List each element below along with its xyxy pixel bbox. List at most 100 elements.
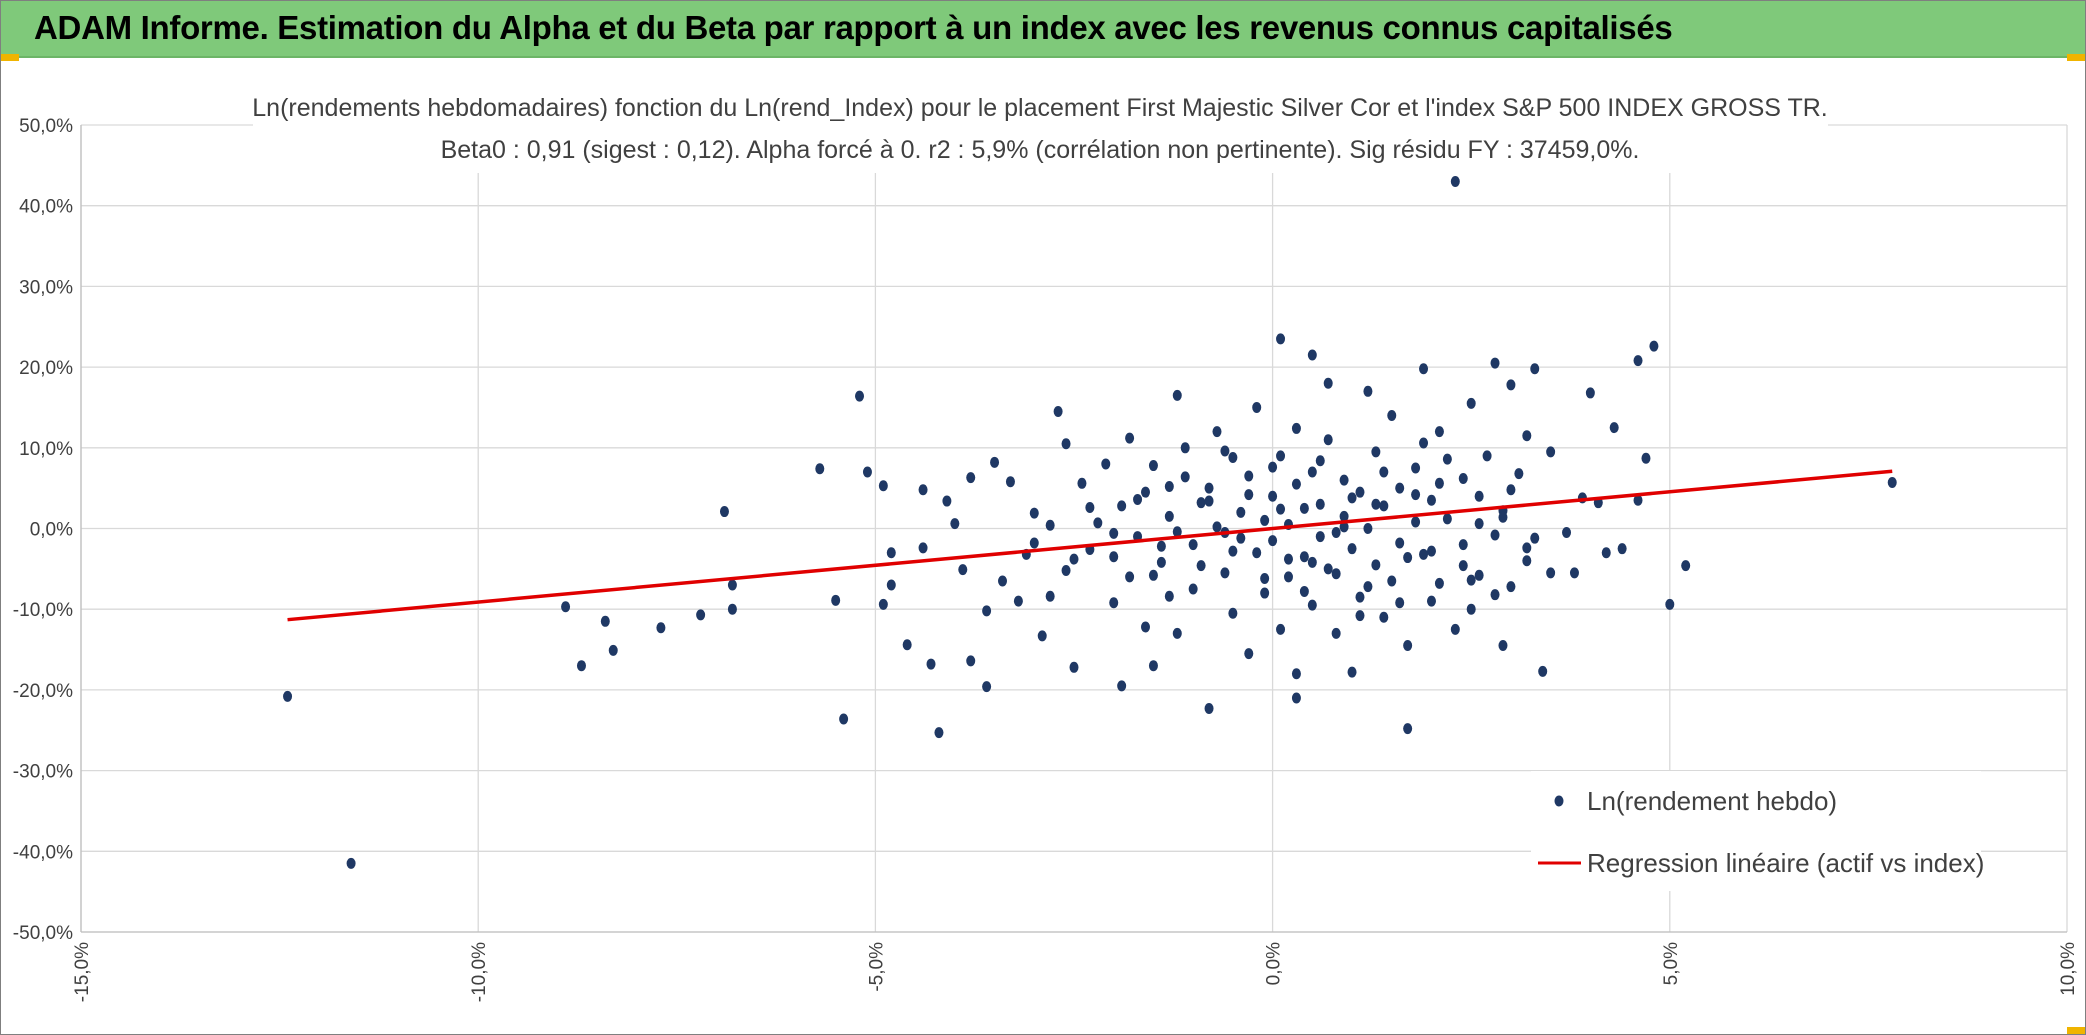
data-point: [1371, 559, 1381, 571]
data-point: [1260, 514, 1270, 526]
data-point: [1363, 581, 1373, 593]
data-point: [1379, 466, 1389, 478]
data-point: [1609, 422, 1619, 434]
data-point: [1442, 453, 1452, 465]
data-point: [1498, 511, 1508, 523]
data-point: [1077, 477, 1087, 489]
data-point: [1522, 555, 1532, 567]
data-point: [1347, 492, 1357, 504]
data-point: [1387, 410, 1397, 422]
data-point: [1053, 405, 1063, 417]
data-point: [1061, 564, 1071, 576]
data-point: [1490, 529, 1500, 541]
data-point: [1188, 583, 1198, 595]
data-point: [1331, 627, 1341, 639]
data-point: [1681, 560, 1691, 572]
data-point: [600, 615, 610, 627]
x-tick-label: 0,0%: [1264, 942, 1285, 985]
data-point: [1117, 500, 1127, 512]
data-point: [1228, 545, 1238, 557]
data-point: [1260, 573, 1270, 585]
data-point: [1466, 574, 1476, 586]
data-point: [1268, 461, 1278, 473]
data-point: [1411, 516, 1421, 528]
data-point: [283, 690, 293, 702]
data-point: [1395, 597, 1405, 609]
data-point: [1546, 446, 1556, 458]
data-point: [1411, 489, 1421, 501]
data-point: [1013, 595, 1023, 607]
data-point: [1403, 552, 1413, 564]
data-point: [1355, 610, 1365, 622]
data-point: [1323, 563, 1333, 575]
y-tick-label: 50,0%: [19, 116, 73, 137]
data-point: [1538, 665, 1548, 677]
data-point: [1148, 660, 1158, 672]
data-point: [1291, 478, 1301, 490]
data-point: [1530, 363, 1540, 375]
data-point: [1506, 484, 1516, 496]
data-point: [1164, 481, 1174, 493]
data-point: [1641, 452, 1651, 464]
data-point: [1633, 355, 1643, 367]
data-point: [886, 547, 896, 559]
data-point: [1419, 437, 1429, 449]
y-tick-label: -10,0%: [13, 600, 73, 621]
data-point: [1156, 556, 1166, 568]
data-point: [1244, 470, 1254, 482]
axes-layer: 50,0% 40,0% 30,0% 20,0% 10,0% 0,0% -10,0% -20,0…: [13, 116, 2079, 1002]
data-point: [998, 575, 1008, 587]
data-point: [1101, 458, 1111, 470]
data-point: [1371, 446, 1381, 458]
data-point: [1164, 590, 1174, 602]
y-tick-label: 0,0%: [30, 520, 73, 541]
data-point: [608, 644, 618, 656]
data-point: [966, 472, 976, 484]
data-point: [1045, 590, 1055, 602]
data-point: [1331, 568, 1341, 580]
data-point: [1276, 450, 1286, 462]
data-point: [1371, 498, 1381, 510]
data-point: [1355, 591, 1365, 603]
data-point: [727, 603, 737, 615]
data-point: [1037, 630, 1047, 642]
data-point: [1569, 567, 1579, 579]
data-point: [1291, 668, 1301, 680]
data-point: [1268, 490, 1278, 502]
chart-title-line1: Ln(rendements hebdomadaires) fonction du…: [252, 94, 1827, 122]
data-point: [656, 622, 666, 634]
data-point: [1323, 377, 1333, 389]
data-point: [1426, 494, 1436, 506]
data-point: [1315, 455, 1325, 467]
legend-label-regression: Regression linéaire (actif vs index): [1587, 848, 1984, 878]
data-point: [1474, 518, 1484, 530]
data-point: [1005, 476, 1015, 488]
data-point: [1458, 539, 1468, 551]
data-point: [1307, 599, 1317, 611]
data-point: [1204, 482, 1214, 494]
data-point: [1403, 723, 1413, 735]
data-point: [1283, 571, 1293, 583]
x-tick-label: -15,0%: [72, 942, 93, 1002]
data-point: [1562, 527, 1572, 539]
data-point: [1585, 387, 1595, 399]
data-point: [719, 506, 729, 518]
y-tick-label: 30,0%: [19, 277, 73, 298]
data-point: [1299, 551, 1309, 563]
data-point: [1482, 450, 1492, 462]
data-point: [1140, 621, 1150, 633]
data-point: [1887, 477, 1897, 489]
data-point: [1434, 577, 1444, 589]
data-point: [1601, 547, 1611, 559]
data-point: [1442, 513, 1452, 525]
data-point: [1506, 581, 1516, 593]
data-point: [831, 594, 841, 606]
data-point: [982, 605, 992, 617]
corner-accent-top-right: [2067, 54, 2085, 61]
data-point: [1148, 569, 1158, 581]
data-point: [1268, 535, 1278, 547]
data-point: [1283, 553, 1293, 565]
data-point: [1434, 426, 1444, 438]
